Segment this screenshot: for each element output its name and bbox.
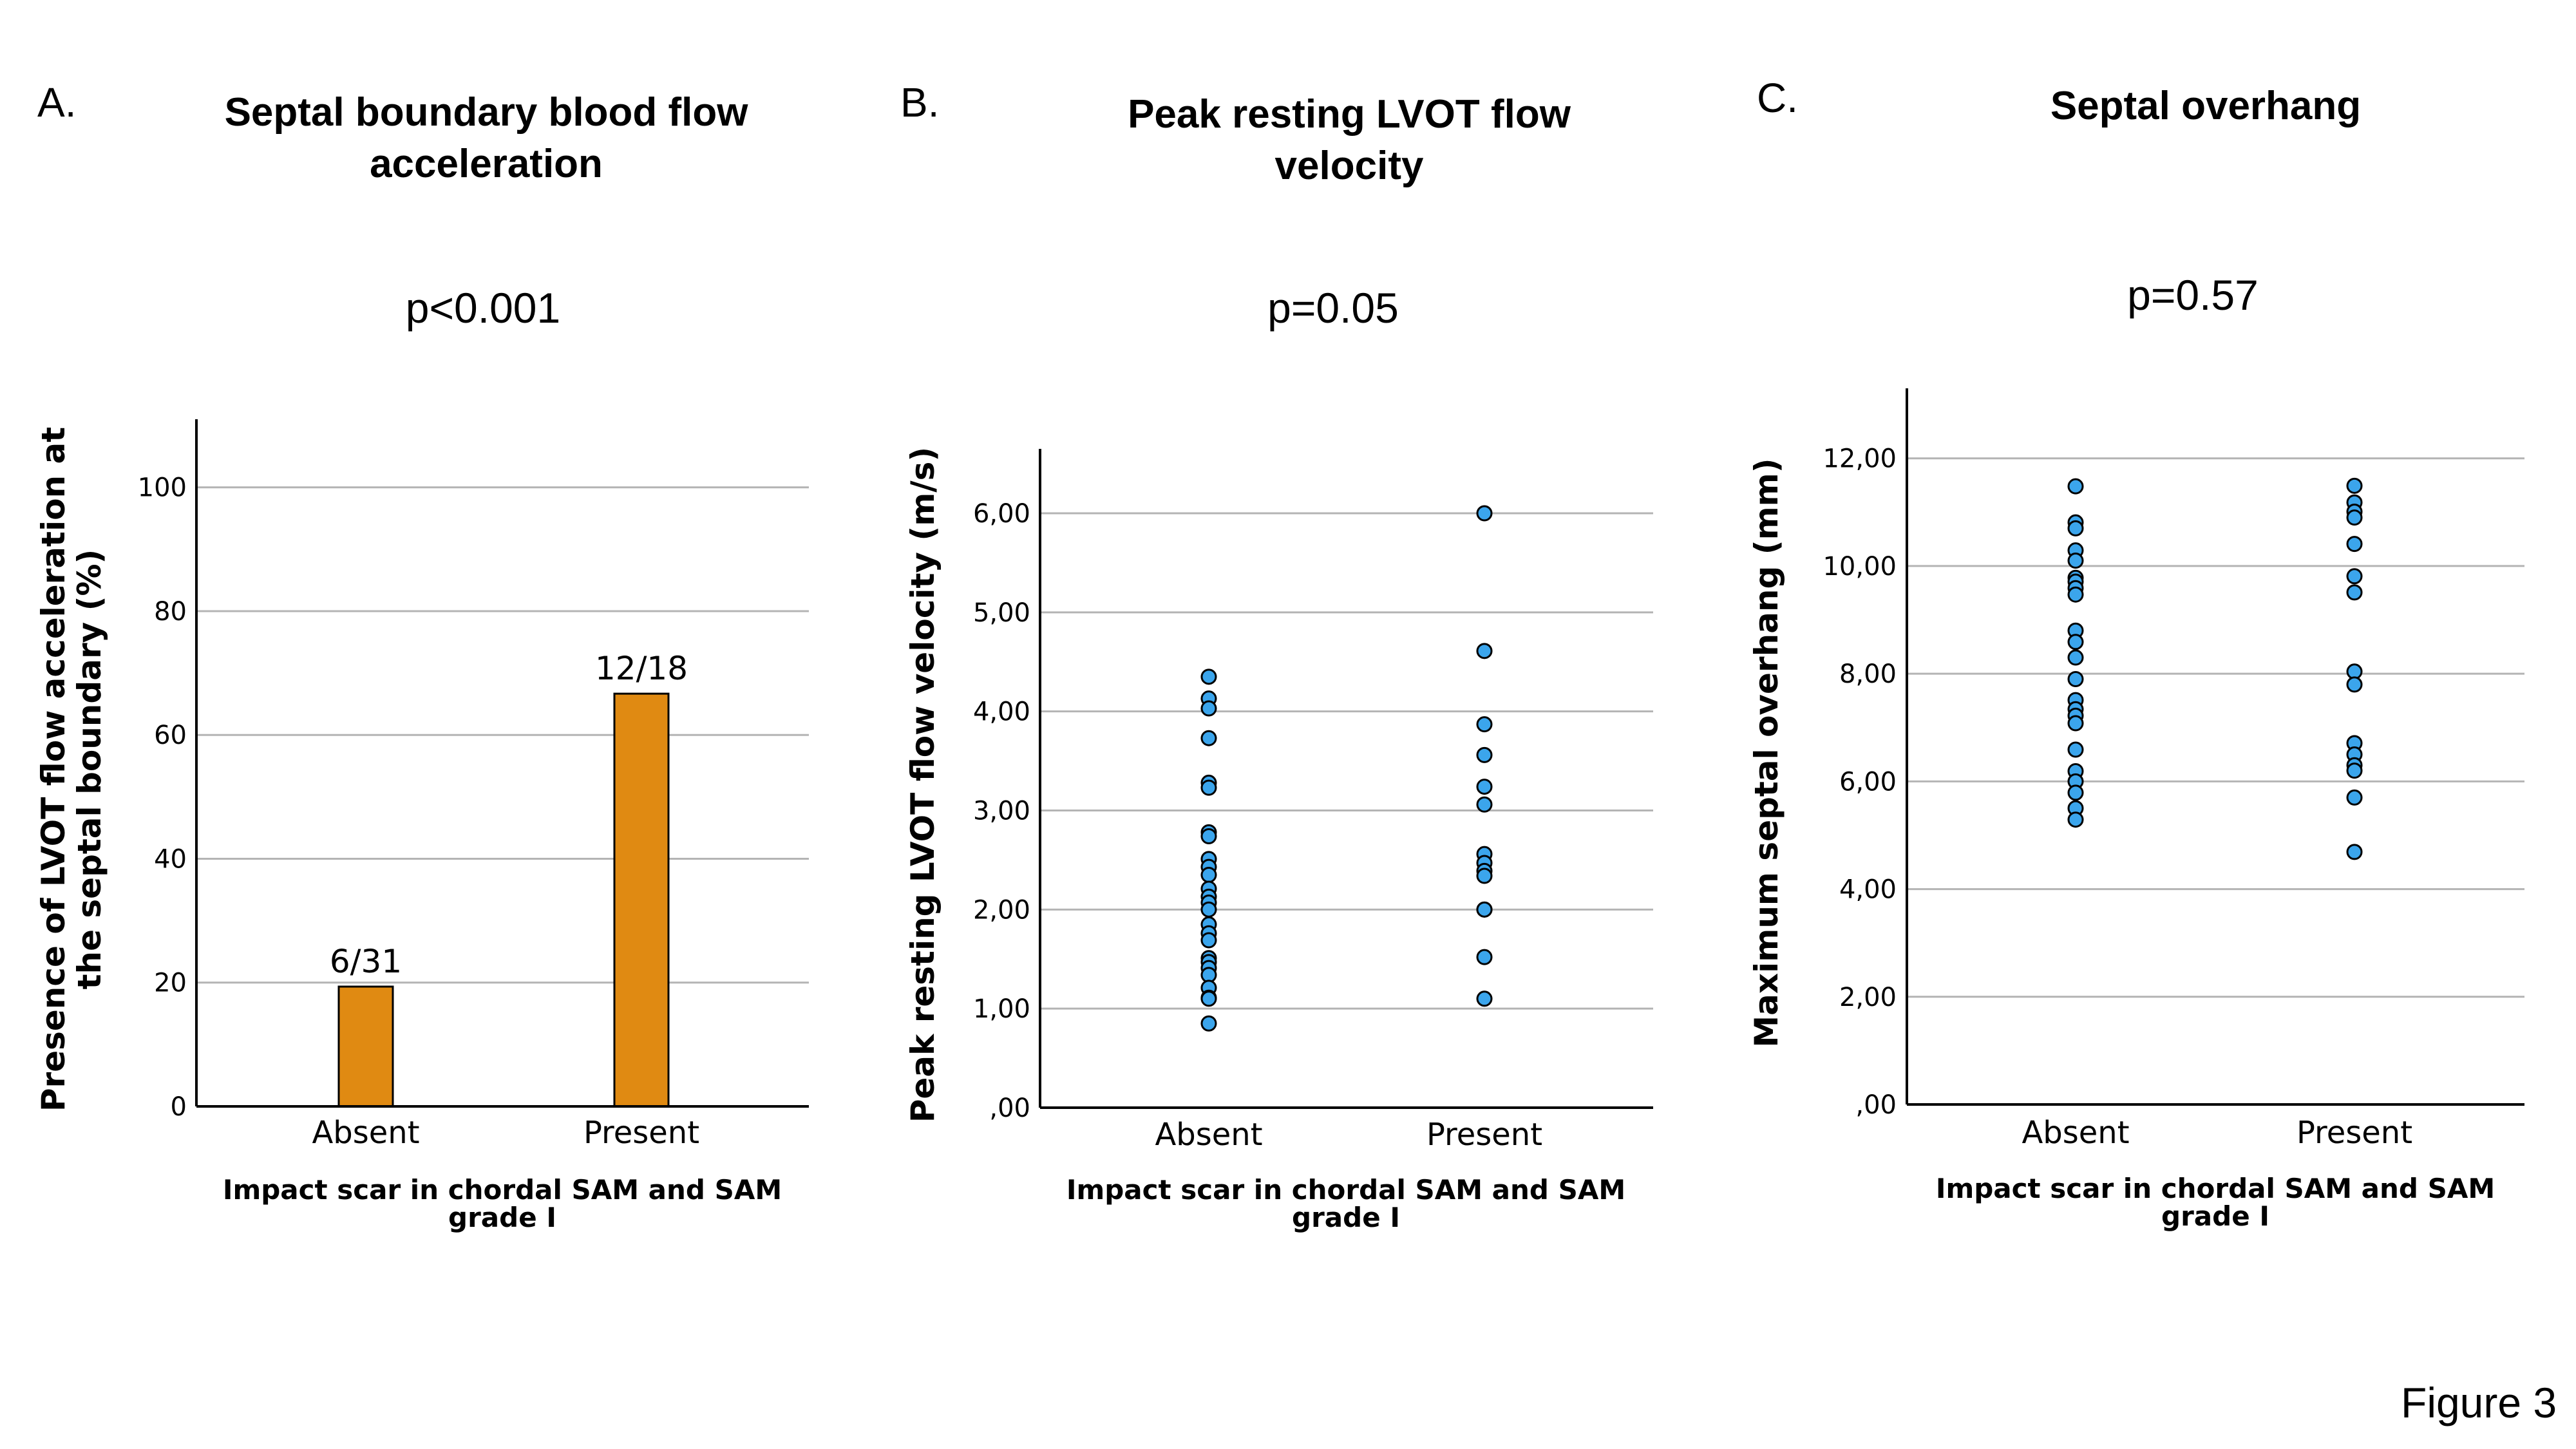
panel-b-title-line-1: Peak resting LVOT flow (1128, 92, 1571, 137)
panel-b-point-present (1476, 746, 1493, 763)
panel-c-point-absent (2067, 586, 2084, 603)
panel-c-ytick-label: 8,00 (1839, 659, 1897, 689)
panel-b-point-absent (1200, 866, 1217, 883)
panel-c-point-absent (2067, 478, 2084, 495)
panel-b-ytick-label: 1,00 (973, 994, 1030, 1024)
panel-b-point-absent (1200, 901, 1217, 918)
panel-b-point-present (1476, 643, 1493, 659)
panel-c-ytick-label: 12,00 (1823, 444, 1897, 474)
panel-c-letter: C. (1757, 75, 1798, 121)
panel-a-bar-present (613, 692, 670, 1108)
panel-a-data-label: 12/18 (595, 650, 688, 687)
panel-c-pvalue: p=0.57 (2127, 271, 2259, 319)
panel-b-point-absent (1200, 779, 1217, 796)
panel-c-category-label: Absent (2022, 1115, 2129, 1151)
panel-c-x-axis-label: Impact scar in chordal SAM and SAM (1936, 1173, 2495, 1204)
panel-c-point-absent (2067, 634, 2084, 650)
panel-a-letter: A. (37, 79, 77, 126)
panel-b-point-present (1476, 779, 1493, 795)
panel-c-point-absent (2067, 741, 2084, 758)
panel-c-ytick-label: 2,00 (1839, 983, 1897, 1012)
panel-c-point-absent (2067, 670, 2084, 687)
panel-c-category-label: Present (2297, 1115, 2412, 1151)
panel-c-ytick-label: ,00 (1855, 1090, 1897, 1120)
panel-b-point-present (1476, 949, 1493, 965)
panel-c-point-present (2346, 844, 2363, 860)
panel-c-point-absent (2067, 715, 2084, 732)
panel-c-title-line-1: Septal overhang (2050, 84, 2362, 128)
panel-b-point-absent (1200, 668, 1217, 685)
panel-a-ytick-label: 100 (138, 473, 187, 503)
panel-a-title-line-1: Septal boundary blood flow (224, 90, 748, 135)
panel-b-point-present (1476, 796, 1493, 813)
panel-c-point-present (2346, 762, 2363, 779)
panel-b-point-present (1476, 716, 1493, 733)
panel-b-x-axis-label: grade I (1292, 1202, 1400, 1233)
panel-b-point-absent (1200, 828, 1217, 844)
panel-a-y-axis-label: the septal boundary (%) (71, 549, 108, 990)
panel-a-ytick-label: 60 (154, 721, 187, 750)
panel-b-x-axis-label: Impact scar in chordal SAM and SAM (1066, 1174, 1625, 1206)
panel-b-point-present (1476, 990, 1493, 1007)
panel-c-ytick-label: 4,00 (1839, 875, 1897, 905)
panel-c-point-absent (2067, 649, 2084, 666)
panel-b-point-present (1476, 901, 1493, 918)
panel-a-ytick-label: 80 (154, 597, 187, 627)
panel-b-y-axis-label: Peak resting LVOT flow velocity (m/s) (904, 447, 942, 1122)
panel-a-x-axis-label: grade I (448, 1202, 556, 1233)
panel-a-ytick-label: 40 (154, 844, 187, 874)
panel-c-y-axis-label: Maximum septal overhang (mm) (1748, 458, 1785, 1047)
panel-b-ytick-label: ,00 (989, 1094, 1030, 1123)
panel-b-point-absent (1200, 990, 1217, 1007)
panel-a-category-label: Absent (312, 1115, 419, 1151)
panel-a-pvalue: p<0.001 (405, 284, 561, 332)
panel-a-x-axis-label: Impact scar in chordal SAM and SAM (223, 1174, 782, 1206)
figure-label: Figure 3 (2401, 1379, 2557, 1426)
panel-a-ytick-label: 0 (171, 1092, 187, 1122)
panel-c-point-absent (2067, 811, 2084, 828)
panel-c-title: Septal overhang (1900, 80, 2512, 132)
panel-b-letter: B. (900, 79, 940, 126)
panel-a-title: Septal boundary blood flow acceleration (180, 87, 792, 190)
panel-a-y-axis-label: Presence of LVOT flow acceleration at (35, 427, 72, 1112)
panel-c-point-present (2346, 509, 2363, 526)
panel-c-point-absent (2067, 553, 2084, 569)
panel-b-category-label: Present (1426, 1117, 1542, 1153)
panel-c-point-present (2346, 477, 2363, 494)
panel-c-point-absent (2067, 520, 2084, 536)
panel-b-ytick-label: 6,00 (973, 499, 1030, 529)
panel-c-point-present (2346, 789, 2363, 806)
panel-c-point-present (2346, 676, 2363, 693)
panel-c-point-present (2346, 568, 2363, 585)
panel-c-point-absent (2067, 784, 2084, 801)
panel-b-category-label: Absent (1155, 1117, 1262, 1153)
panel-b-ytick-label: 3,00 (973, 796, 1030, 826)
panel-c-ytick-label: 6,00 (1839, 767, 1897, 797)
panel-c-x-axis-label: grade I (2161, 1200, 2269, 1232)
panel-a-ytick-label: 20 (154, 969, 187, 998)
panel-b-ytick-label: 5,00 (973, 598, 1030, 628)
panel-b-point-absent (1200, 1015, 1217, 1032)
panel-b-ytick-label: 4,00 (973, 697, 1030, 727)
panel-b-title: Peak resting LVOT flow velocity (1043, 89, 1655, 192)
panel-b-title-line-2: velocity (1274, 144, 1424, 188)
panel-b-point-absent (1200, 730, 1217, 746)
panel-c-point-present (2346, 584, 2363, 601)
panel-a-title-line-2: acceleration (370, 142, 603, 186)
panel-b-point-absent (1200, 700, 1217, 717)
panel-a-bar-absent (337, 985, 394, 1108)
panel-c-point-present (2346, 536, 2363, 553)
panel-b-ytick-label: 2,00 (973, 895, 1030, 925)
panel-b-pvalue: p=0.05 (1267, 284, 1399, 332)
panel-a-category-label: Present (583, 1115, 699, 1151)
panel-a-data-label: 6/31 (330, 943, 402, 980)
panel-b-point-present (1476, 867, 1493, 884)
panel-b-point-present (1476, 505, 1493, 522)
panel-c-ytick-label: 10,00 (1823, 552, 1897, 582)
panel-b-point-absent (1200, 932, 1217, 949)
